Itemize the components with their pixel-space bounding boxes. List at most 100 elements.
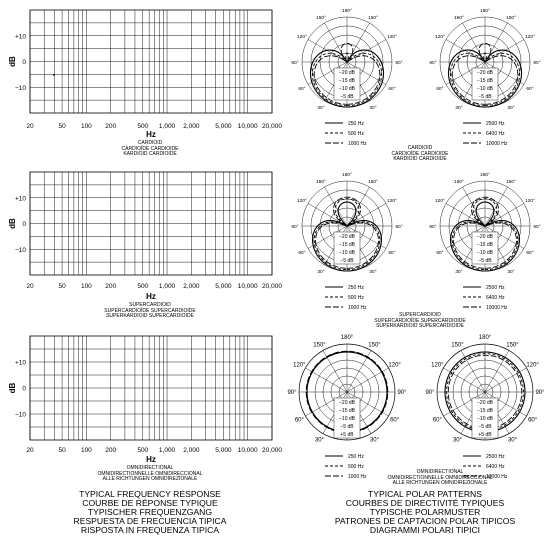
caption-line: COURBES DE DIRECTIVITÉ TYPIQUES	[345, 498, 505, 508]
polar-angle-label: 150°	[316, 179, 326, 185]
caption-line: TYPICAL POLAR PATTERNS	[368, 489, 482, 499]
polar-angle-label: 90°	[533, 60, 540, 66]
polar-angle-label: 120°	[525, 198, 535, 204]
y-axis-label: dB	[8, 218, 17, 229]
label-line: CARDIOID	[407, 145, 433, 151]
label-line: CARDIOÏDE CARDIOIDE	[391, 150, 449, 157]
caption-line: TYPICAL FREQUENCY RESPONSE	[79, 489, 221, 499]
legend-label: 6400 Hz	[486, 295, 505, 301]
polar-angle-label: 60°	[526, 86, 533, 92]
legend-label: 10000 Hz	[486, 305, 508, 311]
caption-line: TYPISCHE POLARMUSTER	[369, 507, 481, 517]
polar-ring-label: −20 dB	[339, 70, 356, 76]
y-tick-label: 0	[22, 221, 26, 228]
polar-spoke	[484, 367, 527, 393]
polar-angle-label: 120°	[297, 198, 307, 204]
polar-ring-label: −10 dB	[339, 416, 356, 422]
row3-pattern-label-b: OMNIDIRECTIONAL OMNIDIRECTIONNELLE OMNID…	[360, 469, 520, 487]
legend-label: 2500 Hz	[486, 121, 505, 127]
y-tick-label: −10	[15, 247, 26, 254]
x-tick-label: 1,000	[159, 283, 176, 290]
polar-response-curve	[453, 196, 517, 269]
legend-label: 500 Hz	[348, 131, 364, 137]
polar-angle-label: 150°	[506, 342, 519, 348]
polar-angle-label: 150°	[506, 15, 516, 21]
polar-angle-label: 60°	[436, 250, 443, 256]
polar-response-curve	[311, 201, 383, 272]
polar-ring-label: −20 dB	[339, 234, 356, 240]
caption-line: RESPUESTA DE FRECUENCIA TIPICA	[73, 516, 227, 526]
polar-angle-label: 180°	[480, 8, 490, 14]
label-line: SUPERKARDIOID SUPERCARDIOIDE	[376, 323, 464, 329]
polar-response-curve	[446, 353, 524, 431]
ring-value-box	[333, 67, 361, 101]
x-tick-label: 20	[26, 447, 34, 454]
polar-angle-label: 30°	[508, 438, 518, 444]
polar-spoke	[460, 350, 486, 393]
y-tick-label: −10	[15, 85, 26, 92]
polar-angle-label: 150°	[506, 179, 516, 185]
polar-ring-label: +5 dB	[478, 432, 492, 438]
polar-spoke	[445, 225, 486, 249]
x-tick-label: 10,000	[238, 123, 258, 130]
y-tick-label: 0	[22, 59, 26, 66]
caption-line: DIAGRAMMI POLARI TIPICI	[369, 525, 481, 535]
row1-pattern-label-a: CARDIOID CARDIOÏDE CARDIOIDE KARDIOID CA…	[70, 140, 230, 158]
x-tick-label: 20,000	[262, 123, 282, 130]
polar-ring-label: −20 dB	[477, 400, 494, 406]
polar-angle-label: 120°	[388, 363, 401, 369]
x-tick-label: 2,000	[183, 447, 200, 454]
polar-angle-label: 90°	[429, 224, 436, 230]
ring-value-box	[333, 231, 361, 265]
x-tick-label: 2,000	[183, 283, 200, 290]
polar-angle-label: 90°	[429, 60, 436, 66]
frequency-response-chart: +10 0 −10 dB 20 50 100 200 500 1,000 2,000 5,000 10,…	[8, 171, 282, 301]
polar-pattern-chart: 180° 150° 120° 90° 60° 30° 30° 60° 90° 120° 150° −2…	[291, 8, 402, 147]
polar-spoke	[307, 225, 348, 249]
polar-angle-label: 60°	[388, 86, 395, 92]
x-axis-label: Hz	[146, 455, 156, 464]
polar-angle-label: 90°	[425, 390, 435, 396]
legend-label: 6400 Hz	[486, 131, 505, 137]
polar-response-curve	[451, 42, 519, 105]
polar-angle-label: 90°	[395, 224, 402, 230]
polar-response-curve	[449, 52, 521, 107]
polar-angle-label: 30°	[369, 105, 376, 111]
polar-response-curve	[313, 198, 381, 271]
polar-angle-label: 60°	[436, 86, 443, 92]
polar-angle-label: 150°	[313, 342, 326, 348]
polar-response-curve	[451, 198, 519, 271]
legend-label: 250 Hz	[348, 121, 364, 127]
y-axis-label: dB	[8, 382, 17, 393]
label-line: CARDIOÏDE CARDIOIDE	[121, 145, 179, 152]
polar-spoke	[462, 22, 486, 63]
label-line: SUPERKARDIOID SUPERCARDIOIDE	[106, 313, 194, 319]
polar-ring-label: −10 dB	[339, 86, 356, 92]
polar-pattern-chart: 180° 150° 120° 90° 60° 30° 30° 60° 90° 120° 150° −2…	[425, 335, 544, 480]
legend-label: 10000 Hz	[486, 474, 508, 480]
polar-response-curve	[305, 350, 389, 434]
label-line: ALLE RICHTUNGEN OMNIDIREZIONALE	[392, 480, 488, 486]
row3-pattern-label-a: OMNIDIRECTIONAL OMNIDIRECTIONNELLE OMNID…	[70, 465, 230, 483]
y-tick-label: +10	[15, 360, 26, 367]
row2-pattern-label-b: SUPERCARDIOID SUPERCARDIOÏDE SUPERCARDIO…	[340, 312, 500, 330]
x-tick-label: 100	[81, 123, 92, 130]
polar-spoke	[484, 22, 508, 63]
label-line: KARDIOID CARDIOIDE	[393, 156, 447, 162]
x-tick-label: 500	[137, 123, 148, 130]
x-tick-label: 20,000	[262, 447, 282, 454]
polar-ring-label: −10 dB	[339, 250, 356, 256]
legend-label: 1000 Hz	[348, 141, 367, 147]
label-line: ALLE RICHTUNGEN OMNIDIREZIONALE	[102, 476, 198, 482]
label-line: SUPERCARDIOID	[399, 312, 441, 318]
polar-response-curve	[315, 196, 379, 269]
polar-angle-label: 150°	[454, 15, 464, 21]
y-tick-label: +10	[15, 33, 26, 40]
polar-angle-label: 120°	[387, 198, 397, 204]
x-tick-label: 50	[58, 283, 66, 290]
polar-angle-label: 30°	[370, 438, 380, 444]
polar-pattern-chart: 180° 150° 120° 90° 60° 30° 30° 60° 90° 120° 150° −2…	[291, 172, 402, 311]
legend-label: 10000 Hz	[486, 141, 508, 147]
polar-ring-label: −15 dB	[477, 408, 494, 414]
